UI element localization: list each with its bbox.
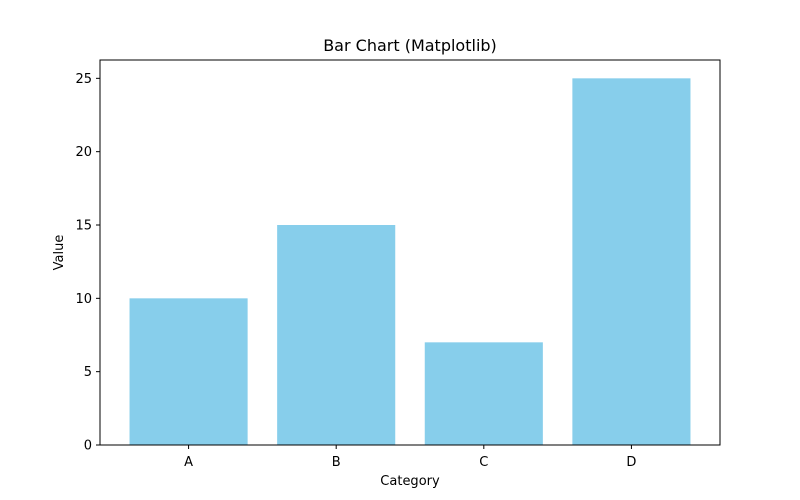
x-axis: A B C D (184, 445, 636, 470)
y-axis: 0 5 10 15 20 25 (75, 72, 100, 454)
y-axis-label: Value (52, 235, 67, 271)
x-tick-label: A (184, 455, 193, 470)
x-tick-label: D (626, 455, 636, 470)
bars-group (129, 78, 691, 445)
x-axis-label: Category (380, 474, 440, 489)
y-tick-label: 10 (75, 292, 92, 307)
bar-a (129, 298, 248, 445)
y-tick-label: 25 (75, 72, 92, 87)
x-tick-label: B (332, 455, 341, 470)
bar-b (277, 225, 396, 445)
y-tick-label: 15 (75, 219, 92, 234)
x-tick-label: C (479, 455, 488, 470)
y-tick-label: 5 (84, 365, 92, 380)
chart-title: Bar Chart (Matplotlib) (323, 36, 497, 55)
y-tick-label: 0 (84, 439, 92, 454)
bar-c (424, 342, 543, 445)
plot-area-frame (99, 59, 721, 446)
y-tick-label: 20 (75, 145, 92, 160)
bar-d (572, 78, 691, 445)
